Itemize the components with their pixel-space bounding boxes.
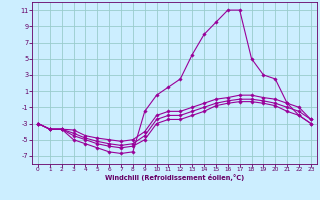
- X-axis label: Windchill (Refroidissement éolien,°C): Windchill (Refroidissement éolien,°C): [105, 174, 244, 181]
